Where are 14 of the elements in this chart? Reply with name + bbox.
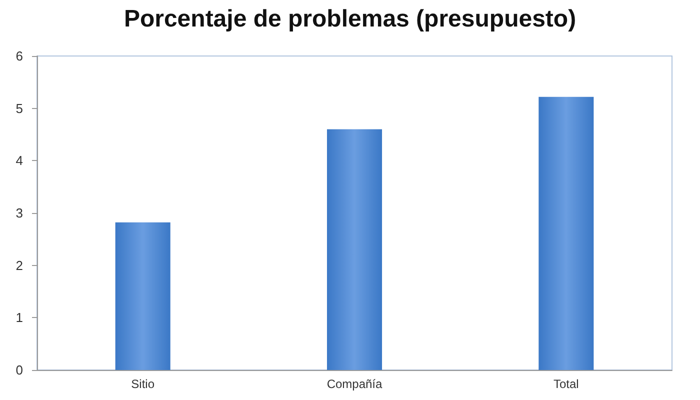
bar [115,222,170,370]
y-tick-label: 3 [16,206,23,220]
y-tick-label: 4 [16,153,23,168]
y-tick-label: 5 [16,100,23,116]
x-tick-label: Sitio [131,377,155,391]
y-tick-label: 2 [16,258,23,273]
y-tick-label: 1 [16,310,23,326]
bar [326,129,382,370]
x-tick-label: Compañía [326,377,383,391]
chart-title: Porcentaje de problemas (presupuesto) [124,6,576,32]
x-tick-label: Total [553,377,579,391]
y-tick-label: 0 [16,362,23,378]
bar [538,96,594,370]
y-tick-label: 6 [16,48,23,64]
